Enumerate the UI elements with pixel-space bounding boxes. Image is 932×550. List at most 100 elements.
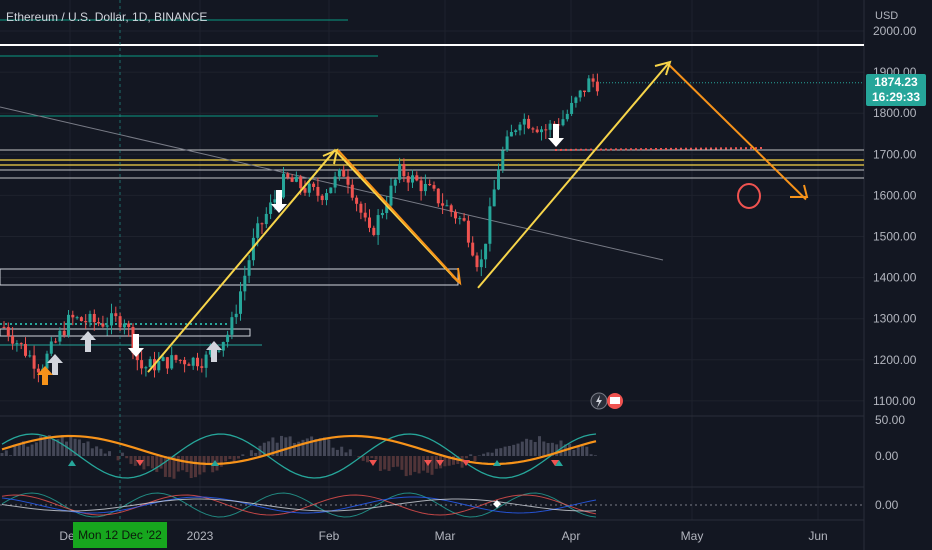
candle-body[interactable] bbox=[527, 118, 531, 129]
candle-body[interactable] bbox=[24, 343, 27, 356]
candle-body[interactable] bbox=[312, 183, 316, 187]
candle-body[interactable] bbox=[320, 195, 324, 201]
candle-body[interactable] bbox=[84, 321, 88, 323]
candle-body[interactable] bbox=[62, 330, 66, 336]
candle-body[interactable] bbox=[273, 199, 277, 203]
candle-body[interactable] bbox=[127, 323, 131, 327]
candle-body[interactable] bbox=[471, 242, 475, 256]
candle-body[interactable] bbox=[299, 176, 303, 189]
candle-body[interactable] bbox=[548, 123, 552, 130]
candle-body[interactable] bbox=[11, 336, 15, 344]
candle-body[interactable] bbox=[105, 325, 109, 327]
candle-body[interactable] bbox=[282, 173, 285, 198]
candle-body[interactable] bbox=[488, 206, 492, 244]
candle-body[interactable] bbox=[402, 164, 406, 177]
candle-body[interactable] bbox=[561, 119, 565, 126]
candle-body[interactable] bbox=[122, 323, 126, 328]
candle-body[interactable] bbox=[303, 188, 307, 193]
candle-body[interactable] bbox=[45, 353, 49, 369]
candle-body[interactable] bbox=[514, 130, 518, 132]
candle-body[interactable] bbox=[6, 327, 10, 337]
candle-body[interactable] bbox=[165, 357, 169, 369]
candle-body[interactable] bbox=[406, 176, 410, 183]
candle-body[interactable] bbox=[36, 368, 40, 373]
candle-body[interactable] bbox=[363, 212, 367, 218]
oscillator-pane-1[interactable] bbox=[0, 433, 602, 479]
candle-body[interactable] bbox=[462, 218, 466, 221]
candle-body[interactable] bbox=[28, 355, 32, 357]
candle-body[interactable] bbox=[32, 355, 36, 369]
candle-body[interactable] bbox=[595, 81, 599, 92]
candle-body[interactable] bbox=[570, 102, 574, 114]
trendline-grey[interactable] bbox=[0, 106, 664, 261]
candle-body[interactable] bbox=[497, 169, 500, 190]
candle-body[interactable] bbox=[415, 175, 419, 181]
candle-body[interactable] bbox=[286, 173, 290, 178]
candle-body[interactable] bbox=[208, 350, 212, 355]
candle-body[interactable] bbox=[389, 185, 393, 206]
candle-body[interactable] bbox=[79, 317, 83, 322]
candle-body[interactable] bbox=[88, 313, 92, 323]
candle-body[interactable] bbox=[505, 136, 509, 151]
candle-body[interactable] bbox=[71, 314, 75, 318]
candle-body[interactable] bbox=[157, 360, 161, 371]
candle-body[interactable] bbox=[75, 317, 79, 319]
candle-body[interactable] bbox=[307, 183, 311, 193]
candle-body[interactable] bbox=[243, 275, 247, 292]
candle-body[interactable] bbox=[445, 205, 449, 207]
candle-body[interactable] bbox=[355, 197, 359, 204]
candles[interactable] bbox=[2, 73, 865, 383]
candle-body[interactable] bbox=[247, 260, 251, 276]
candle-body[interactable] bbox=[423, 183, 427, 192]
candle-body[interactable] bbox=[178, 359, 182, 361]
candle-body[interactable] bbox=[234, 313, 238, 318]
candle-body[interactable] bbox=[428, 183, 432, 186]
candle-body[interactable] bbox=[540, 129, 543, 133]
candle-body[interactable] bbox=[436, 188, 440, 204]
candle-body[interactable] bbox=[419, 180, 423, 192]
candle-body[interactable] bbox=[325, 193, 328, 201]
candle-body[interactable] bbox=[174, 355, 178, 360]
candle-body[interactable] bbox=[544, 129, 548, 131]
candle-body[interactable] bbox=[15, 343, 19, 345]
candle-body[interactable] bbox=[114, 313, 118, 317]
candle-body[interactable] bbox=[58, 330, 62, 342]
candle-body[interactable] bbox=[54, 341, 58, 343]
range-box-1[interactable] bbox=[0, 268, 459, 286]
candle-body[interactable] bbox=[372, 227, 376, 235]
candle-body[interactable] bbox=[217, 350, 221, 352]
candle-body[interactable] bbox=[110, 313, 113, 326]
candle-body[interactable] bbox=[393, 179, 397, 186]
candle-body[interactable] bbox=[135, 353, 139, 361]
candle-body[interactable] bbox=[333, 176, 337, 188]
candle-body[interactable] bbox=[522, 118, 526, 125]
candle-body[interactable] bbox=[484, 243, 488, 260]
candle-body[interactable] bbox=[221, 341, 225, 351]
candle-body[interactable] bbox=[591, 78, 595, 82]
candle-body[interactable] bbox=[578, 90, 582, 98]
candle-body[interactable] bbox=[161, 357, 165, 361]
projection-arrow[interactable] bbox=[667, 63, 807, 201]
candle-body[interactable] bbox=[264, 213, 268, 225]
candle-body[interactable] bbox=[191, 357, 195, 366]
candle-body[interactable] bbox=[531, 128, 535, 130]
zigzag-leg[interactable] bbox=[337, 149, 459, 282]
red-dotted-level[interactable] bbox=[554, 147, 766, 151]
drawings[interactable] bbox=[0, 0, 864, 520]
candle-body[interactable] bbox=[449, 205, 453, 212]
candle-body[interactable] bbox=[269, 202, 273, 214]
candle-body[interactable] bbox=[329, 187, 333, 194]
candle-body[interactable] bbox=[587, 78, 591, 93]
candle-body[interactable] bbox=[509, 131, 513, 137]
candle-body[interactable] bbox=[479, 259, 483, 268]
candle-body[interactable] bbox=[187, 364, 191, 366]
candle-body[interactable] bbox=[346, 176, 350, 185]
candle-body[interactable] bbox=[337, 169, 341, 177]
candle-body[interactable] bbox=[144, 367, 148, 369]
candle-body[interactable] bbox=[239, 291, 242, 314]
candle-body[interactable] bbox=[565, 113, 569, 120]
candle-body[interactable] bbox=[316, 186, 320, 196]
candle-body[interactable] bbox=[251, 237, 255, 261]
candle-body[interactable] bbox=[183, 359, 187, 365]
candle-body[interactable] bbox=[411, 175, 414, 183]
